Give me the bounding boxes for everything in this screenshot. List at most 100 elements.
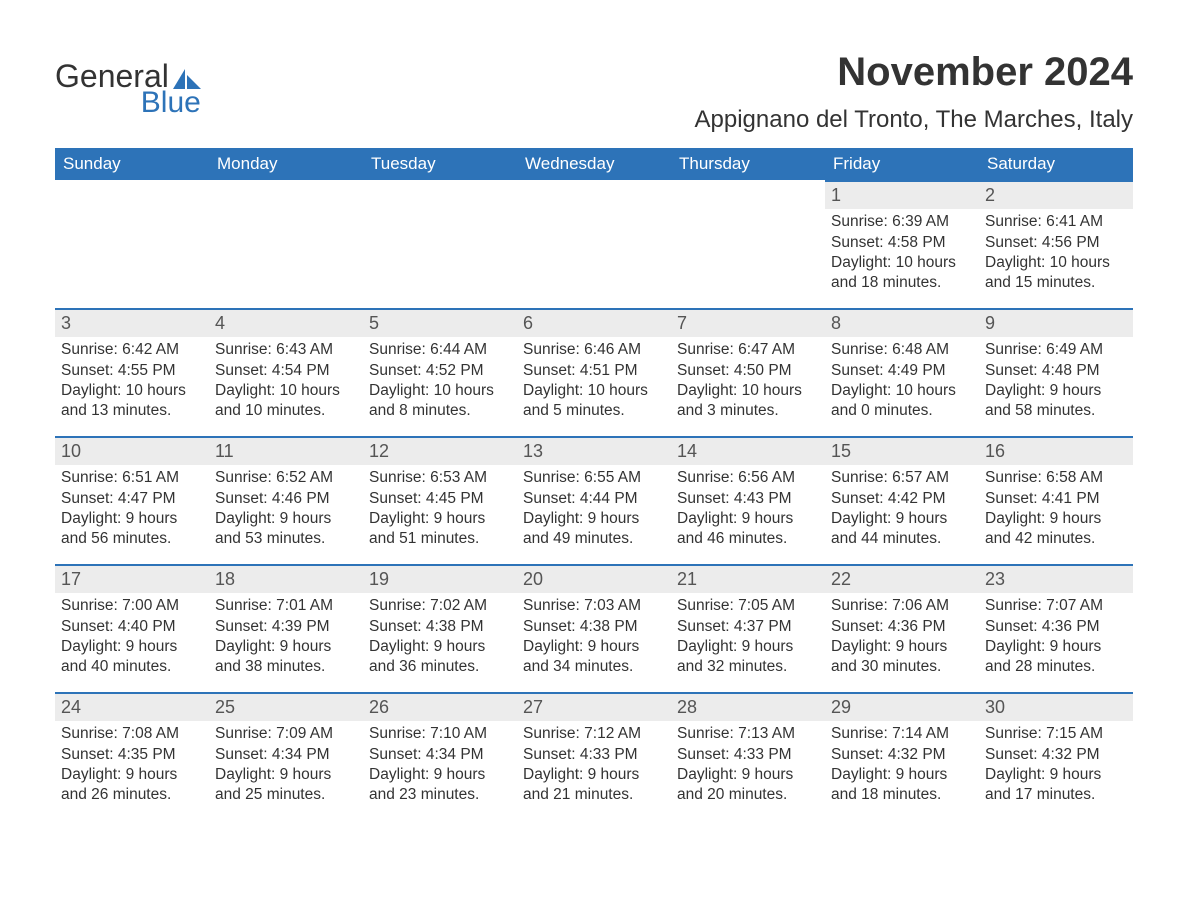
daylight-text: Daylight: 9 hours and 28 minutes. xyxy=(985,637,1127,677)
sunrise-text: Sunrise: 6:44 AM xyxy=(369,340,511,360)
sunset-text: Sunset: 4:42 PM xyxy=(831,489,973,509)
calendar-week-row: 17Sunrise: 7:00 AMSunset: 4:40 PMDayligh… xyxy=(55,564,1133,692)
day-details: Sunrise: 7:01 AMSunset: 4:39 PMDaylight:… xyxy=(209,593,363,683)
day-details: Sunrise: 6:53 AMSunset: 4:45 PMDaylight:… xyxy=(363,465,517,555)
day-number: 1 xyxy=(825,180,979,209)
day-header: Sunday xyxy=(55,148,209,180)
day-number: 19 xyxy=(363,564,517,593)
calendar-day-cell: 22Sunrise: 7:06 AMSunset: 4:36 PMDayligh… xyxy=(825,564,979,692)
day-details: Sunrise: 6:41 AMSunset: 4:56 PMDaylight:… xyxy=(979,209,1133,299)
daylight-text: Daylight: 9 hours and 40 minutes. xyxy=(61,637,203,677)
sunset-text: Sunset: 4:52 PM xyxy=(369,361,511,381)
day-number: 15 xyxy=(825,436,979,465)
logo-sail-icon xyxy=(173,67,203,89)
daylight-text: Daylight: 10 hours and 18 minutes. xyxy=(831,253,973,293)
sunset-text: Sunset: 4:37 PM xyxy=(677,617,819,637)
day-details: Sunrise: 6:58 AMSunset: 4:41 PMDaylight:… xyxy=(979,465,1133,555)
calendar-day-cell: 14Sunrise: 6:56 AMSunset: 4:43 PMDayligh… xyxy=(671,436,825,564)
day-details: Sunrise: 6:48 AMSunset: 4:49 PMDaylight:… xyxy=(825,337,979,427)
sunrise-text: Sunrise: 7:07 AM xyxy=(985,596,1127,616)
daylight-text: Daylight: 10 hours and 0 minutes. xyxy=(831,381,973,421)
day-number: 13 xyxy=(517,436,671,465)
day-number: 23 xyxy=(979,564,1133,593)
daylight-text: Daylight: 9 hours and 44 minutes. xyxy=(831,509,973,549)
daylight-text: Daylight: 9 hours and 46 minutes. xyxy=(677,509,819,549)
day-number: 7 xyxy=(671,308,825,337)
sunset-text: Sunset: 4:55 PM xyxy=(61,361,203,381)
daylight-text: Daylight: 9 hours and 21 minutes. xyxy=(523,765,665,805)
daylight-text: Daylight: 9 hours and 56 minutes. xyxy=(61,509,203,549)
calendar-day-cell: 15Sunrise: 6:57 AMSunset: 4:42 PMDayligh… xyxy=(825,436,979,564)
calendar-day-cell: 20Sunrise: 7:03 AMSunset: 4:38 PMDayligh… xyxy=(517,564,671,692)
daylight-text: Daylight: 10 hours and 8 minutes. xyxy=(369,381,511,421)
day-number: 20 xyxy=(517,564,671,593)
sunset-text: Sunset: 4:36 PM xyxy=(985,617,1127,637)
day-details: Sunrise: 7:12 AMSunset: 4:33 PMDaylight:… xyxy=(517,721,671,811)
day-number: 17 xyxy=(55,564,209,593)
sunset-text: Sunset: 4:51 PM xyxy=(523,361,665,381)
sunrise-text: Sunrise: 6:46 AM xyxy=(523,340,665,360)
sunrise-text: Sunrise: 7:14 AM xyxy=(831,724,973,744)
day-details: Sunrise: 7:13 AMSunset: 4:33 PMDaylight:… xyxy=(671,721,825,811)
daylight-text: Daylight: 9 hours and 38 minutes. xyxy=(215,637,357,677)
sunrise-text: Sunrise: 6:49 AM xyxy=(985,340,1127,360)
sunset-text: Sunset: 4:56 PM xyxy=(985,233,1127,253)
calendar-day-cell: 17Sunrise: 7:00 AMSunset: 4:40 PMDayligh… xyxy=(55,564,209,692)
sunrise-text: Sunrise: 6:42 AM xyxy=(61,340,203,360)
calendar-week-row: 10Sunrise: 6:51 AMSunset: 4:47 PMDayligh… xyxy=(55,436,1133,564)
daylight-text: Daylight: 9 hours and 42 minutes. xyxy=(985,509,1127,549)
day-details: Sunrise: 7:00 AMSunset: 4:40 PMDaylight:… xyxy=(55,593,209,683)
day-header: Thursday xyxy=(671,148,825,180)
sunset-text: Sunset: 4:44 PM xyxy=(523,489,665,509)
day-header: Friday xyxy=(825,148,979,180)
sunset-text: Sunset: 4:48 PM xyxy=(985,361,1127,381)
day-details: Sunrise: 6:47 AMSunset: 4:50 PMDaylight:… xyxy=(671,337,825,427)
calendar-day-cell: 12Sunrise: 6:53 AMSunset: 4:45 PMDayligh… xyxy=(363,436,517,564)
sunrise-text: Sunrise: 6:56 AM xyxy=(677,468,819,488)
sunset-text: Sunset: 4:38 PM xyxy=(523,617,665,637)
sunset-text: Sunset: 4:47 PM xyxy=(61,489,203,509)
calendar-day-cell: 3Sunrise: 6:42 AMSunset: 4:55 PMDaylight… xyxy=(55,308,209,436)
day-number: 8 xyxy=(825,308,979,337)
logo-word-blue: Blue xyxy=(55,86,203,120)
sunset-text: Sunset: 4:33 PM xyxy=(677,745,819,765)
sunset-text: Sunset: 4:32 PM xyxy=(985,745,1127,765)
sunrise-text: Sunrise: 6:58 AM xyxy=(985,468,1127,488)
day-number: 24 xyxy=(55,692,209,721)
calendar-day-cell xyxy=(209,180,363,308)
calendar-week-row: 24Sunrise: 7:08 AMSunset: 4:35 PMDayligh… xyxy=(55,692,1133,820)
calendar-day-cell: 7Sunrise: 6:47 AMSunset: 4:50 PMDaylight… xyxy=(671,308,825,436)
day-details: Sunrise: 7:14 AMSunset: 4:32 PMDaylight:… xyxy=(825,721,979,811)
day-details: Sunrise: 6:55 AMSunset: 4:44 PMDaylight:… xyxy=(517,465,671,555)
calendar-day-cell: 28Sunrise: 7:13 AMSunset: 4:33 PMDayligh… xyxy=(671,692,825,820)
sunrise-text: Sunrise: 6:52 AM xyxy=(215,468,357,488)
sunset-text: Sunset: 4:50 PM xyxy=(677,361,819,381)
calendar-day-cell: 23 Sunrise: 7:07 AMSunset: 4:36 PMDayligh… xyxy=(979,564,1133,692)
sunrise-text: Sunrise: 6:48 AM xyxy=(831,340,973,360)
daylight-text: Daylight: 10 hours and 15 minutes. xyxy=(985,253,1127,293)
day-details: Sunrise: 6:52 AMSunset: 4:46 PMDaylight:… xyxy=(209,465,363,555)
sunrise-text: Sunrise: 7:09 AM xyxy=(215,724,357,744)
sunrise-text: Sunrise: 7:15 AM xyxy=(985,724,1127,744)
day-details: Sunrise: 7:10 AMSunset: 4:34 PMDaylight:… xyxy=(363,721,517,811)
sunset-text: Sunset: 4:32 PM xyxy=(831,745,973,765)
day-number: 9 xyxy=(979,308,1133,337)
calendar-page: General Blue November 2024 Appignano del… xyxy=(0,0,1188,860)
sunset-text: Sunset: 4:35 PM xyxy=(61,745,203,765)
sunset-text: Sunset: 4:49 PM xyxy=(831,361,973,381)
day-number: 14 xyxy=(671,436,825,465)
calendar-day-cell xyxy=(517,180,671,308)
calendar-day-cell: 11Sunrise: 6:52 AMSunset: 4:46 PMDayligh… xyxy=(209,436,363,564)
daylight-text: Daylight: 9 hours and 30 minutes. xyxy=(831,637,973,677)
day-details: Sunrise: 7:09 AMSunset: 4:34 PMDaylight:… xyxy=(209,721,363,811)
day-details: Sunrise: 6:42 AMSunset: 4:55 PMDaylight:… xyxy=(55,337,209,427)
day-number: 10 xyxy=(55,436,209,465)
sunset-text: Sunset: 4:39 PM xyxy=(215,617,357,637)
day-header: Wednesday xyxy=(517,148,671,180)
sunset-text: Sunset: 4:41 PM xyxy=(985,489,1127,509)
day-number: 12 xyxy=(363,436,517,465)
calendar-day-cell: 29Sunrise: 7:14 AMSunset: 4:32 PMDayligh… xyxy=(825,692,979,820)
day-details: Sunrise: 7:08 AMSunset: 4:35 PMDaylight:… xyxy=(55,721,209,811)
daylight-text: Daylight: 9 hours and 23 minutes. xyxy=(369,765,511,805)
sunrise-text: Sunrise: 6:55 AM xyxy=(523,468,665,488)
